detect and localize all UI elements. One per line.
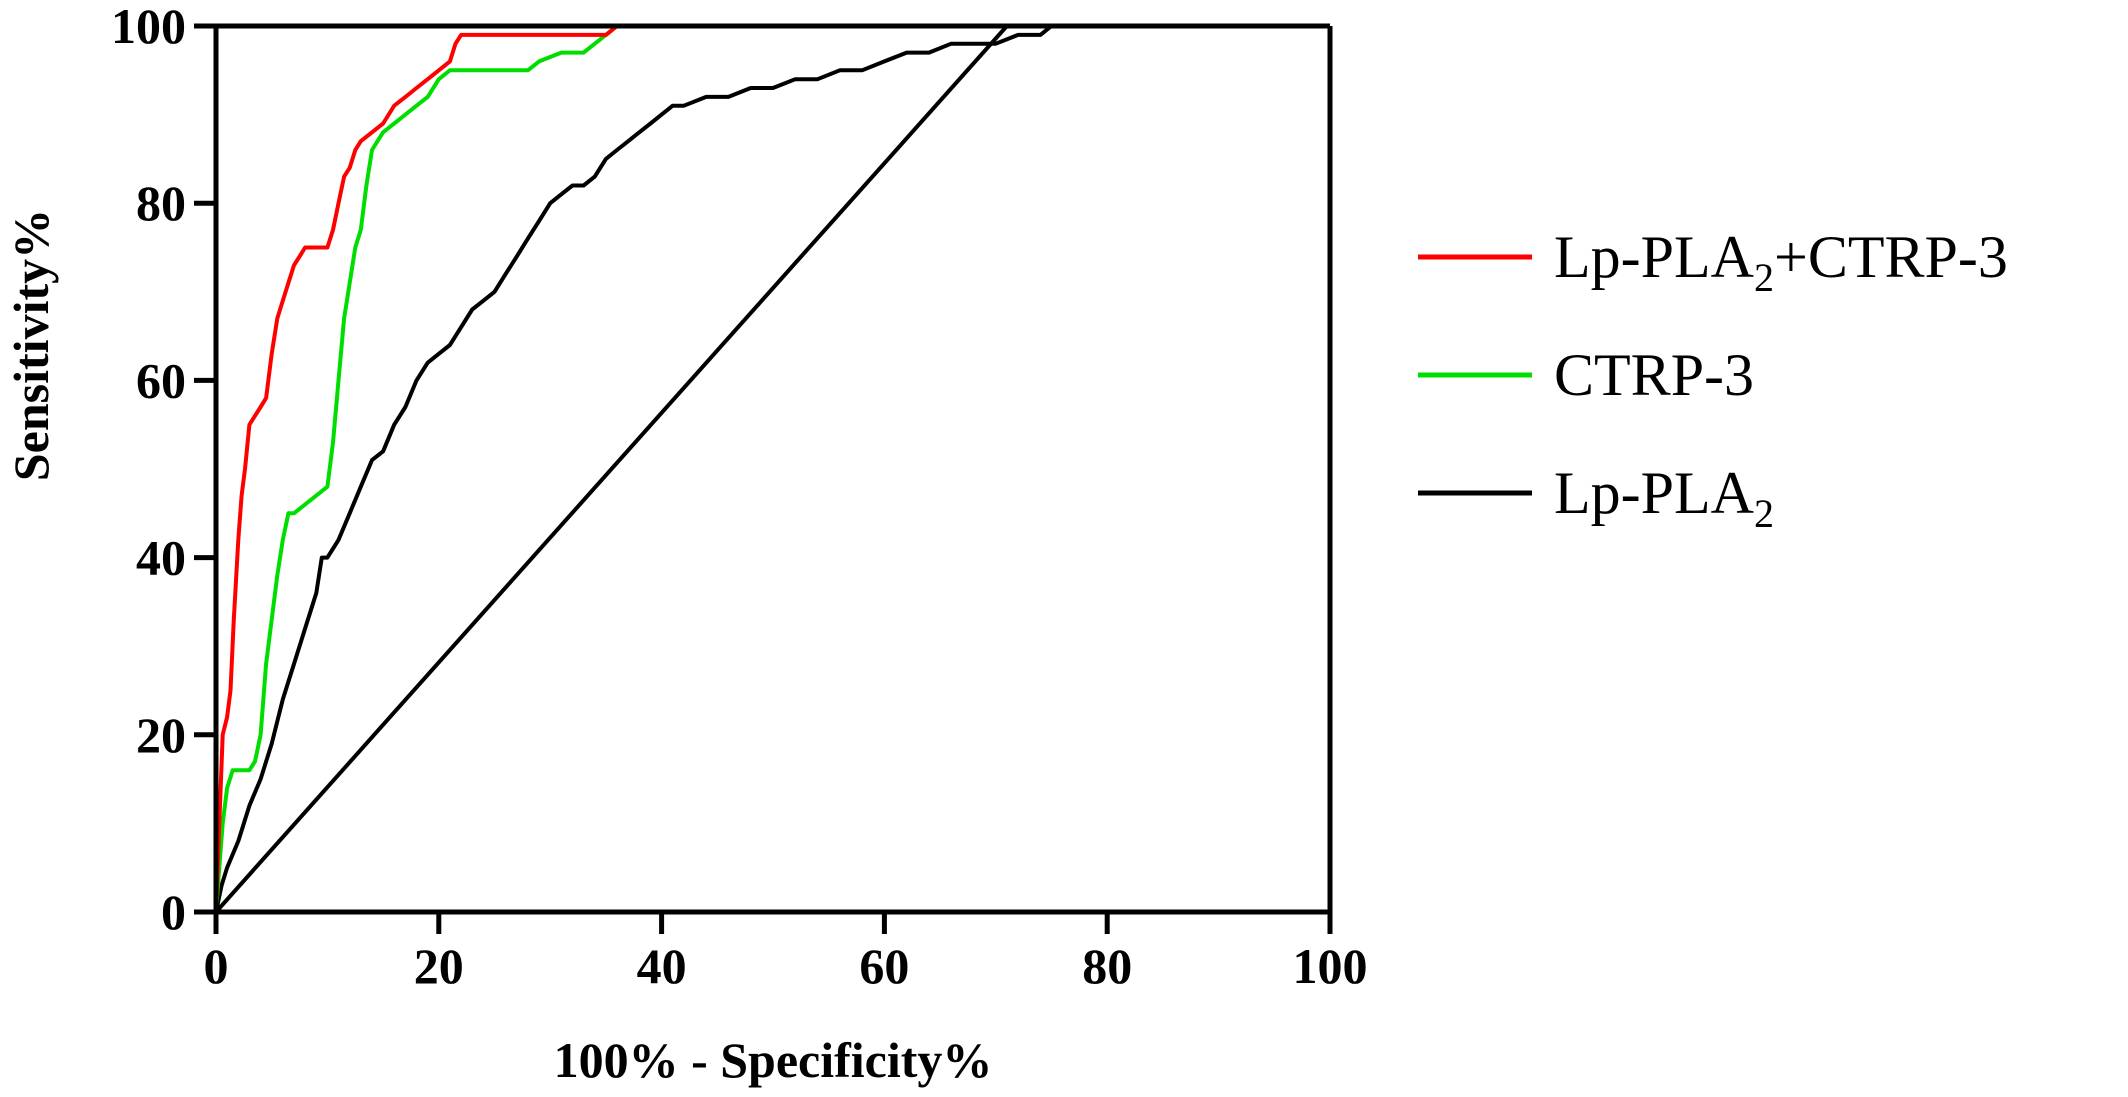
legend-label: Lp-PLA2 — [1554, 460, 1774, 536]
x-tick-label: 0 — [204, 938, 229, 994]
ticks: 0 20 40 60 80 100 0 20 40 60 80 100 — [111, 0, 1368, 994]
series-line-lp-pla2-ctrp-3 — [214, 24, 1330, 913]
legend-item: CTRP-3 — [1418, 342, 1754, 408]
reference-diagonal-line — [214, 24, 1009, 914]
y-axis-title: Sensitivity% — [3, 209, 59, 481]
series-line-lp-pla2 — [214, 24, 1330, 913]
y-tick-label: 40 — [136, 530, 186, 586]
plot-lines — [214, 24, 1330, 914]
x-tick-label: 100 — [1293, 938, 1368, 994]
legend-item: Lp-PLA2+CTRP-3 — [1418, 224, 2008, 300]
x-tick-label: 20 — [414, 938, 464, 994]
axes — [213, 23, 1333, 915]
x-tick-label: 40 — [637, 938, 687, 994]
y-tick-label: 100 — [111, 0, 186, 54]
y-tick-label: 20 — [136, 707, 186, 763]
y-tick-label: 80 — [136, 175, 186, 231]
legend-label: Lp-PLA2+CTRP-3 — [1554, 224, 2008, 300]
y-tick-label: 0 — [161, 884, 186, 940]
x-axis-title: 100% - Specificity% — [554, 1032, 993, 1088]
series-line-ctrp-3 — [214, 24, 1330, 913]
legend: Lp-PLA2+CTRP-3 CTRP-3 Lp-PLA2 — [1418, 224, 2008, 536]
legend-label: CTRP-3 — [1554, 342, 1754, 408]
x-tick-label: 80 — [1082, 938, 1132, 994]
y-tick-label: 60 — [136, 352, 186, 408]
x-tick-label: 60 — [859, 938, 909, 994]
legend-item: Lp-PLA2 — [1418, 460, 1774, 536]
